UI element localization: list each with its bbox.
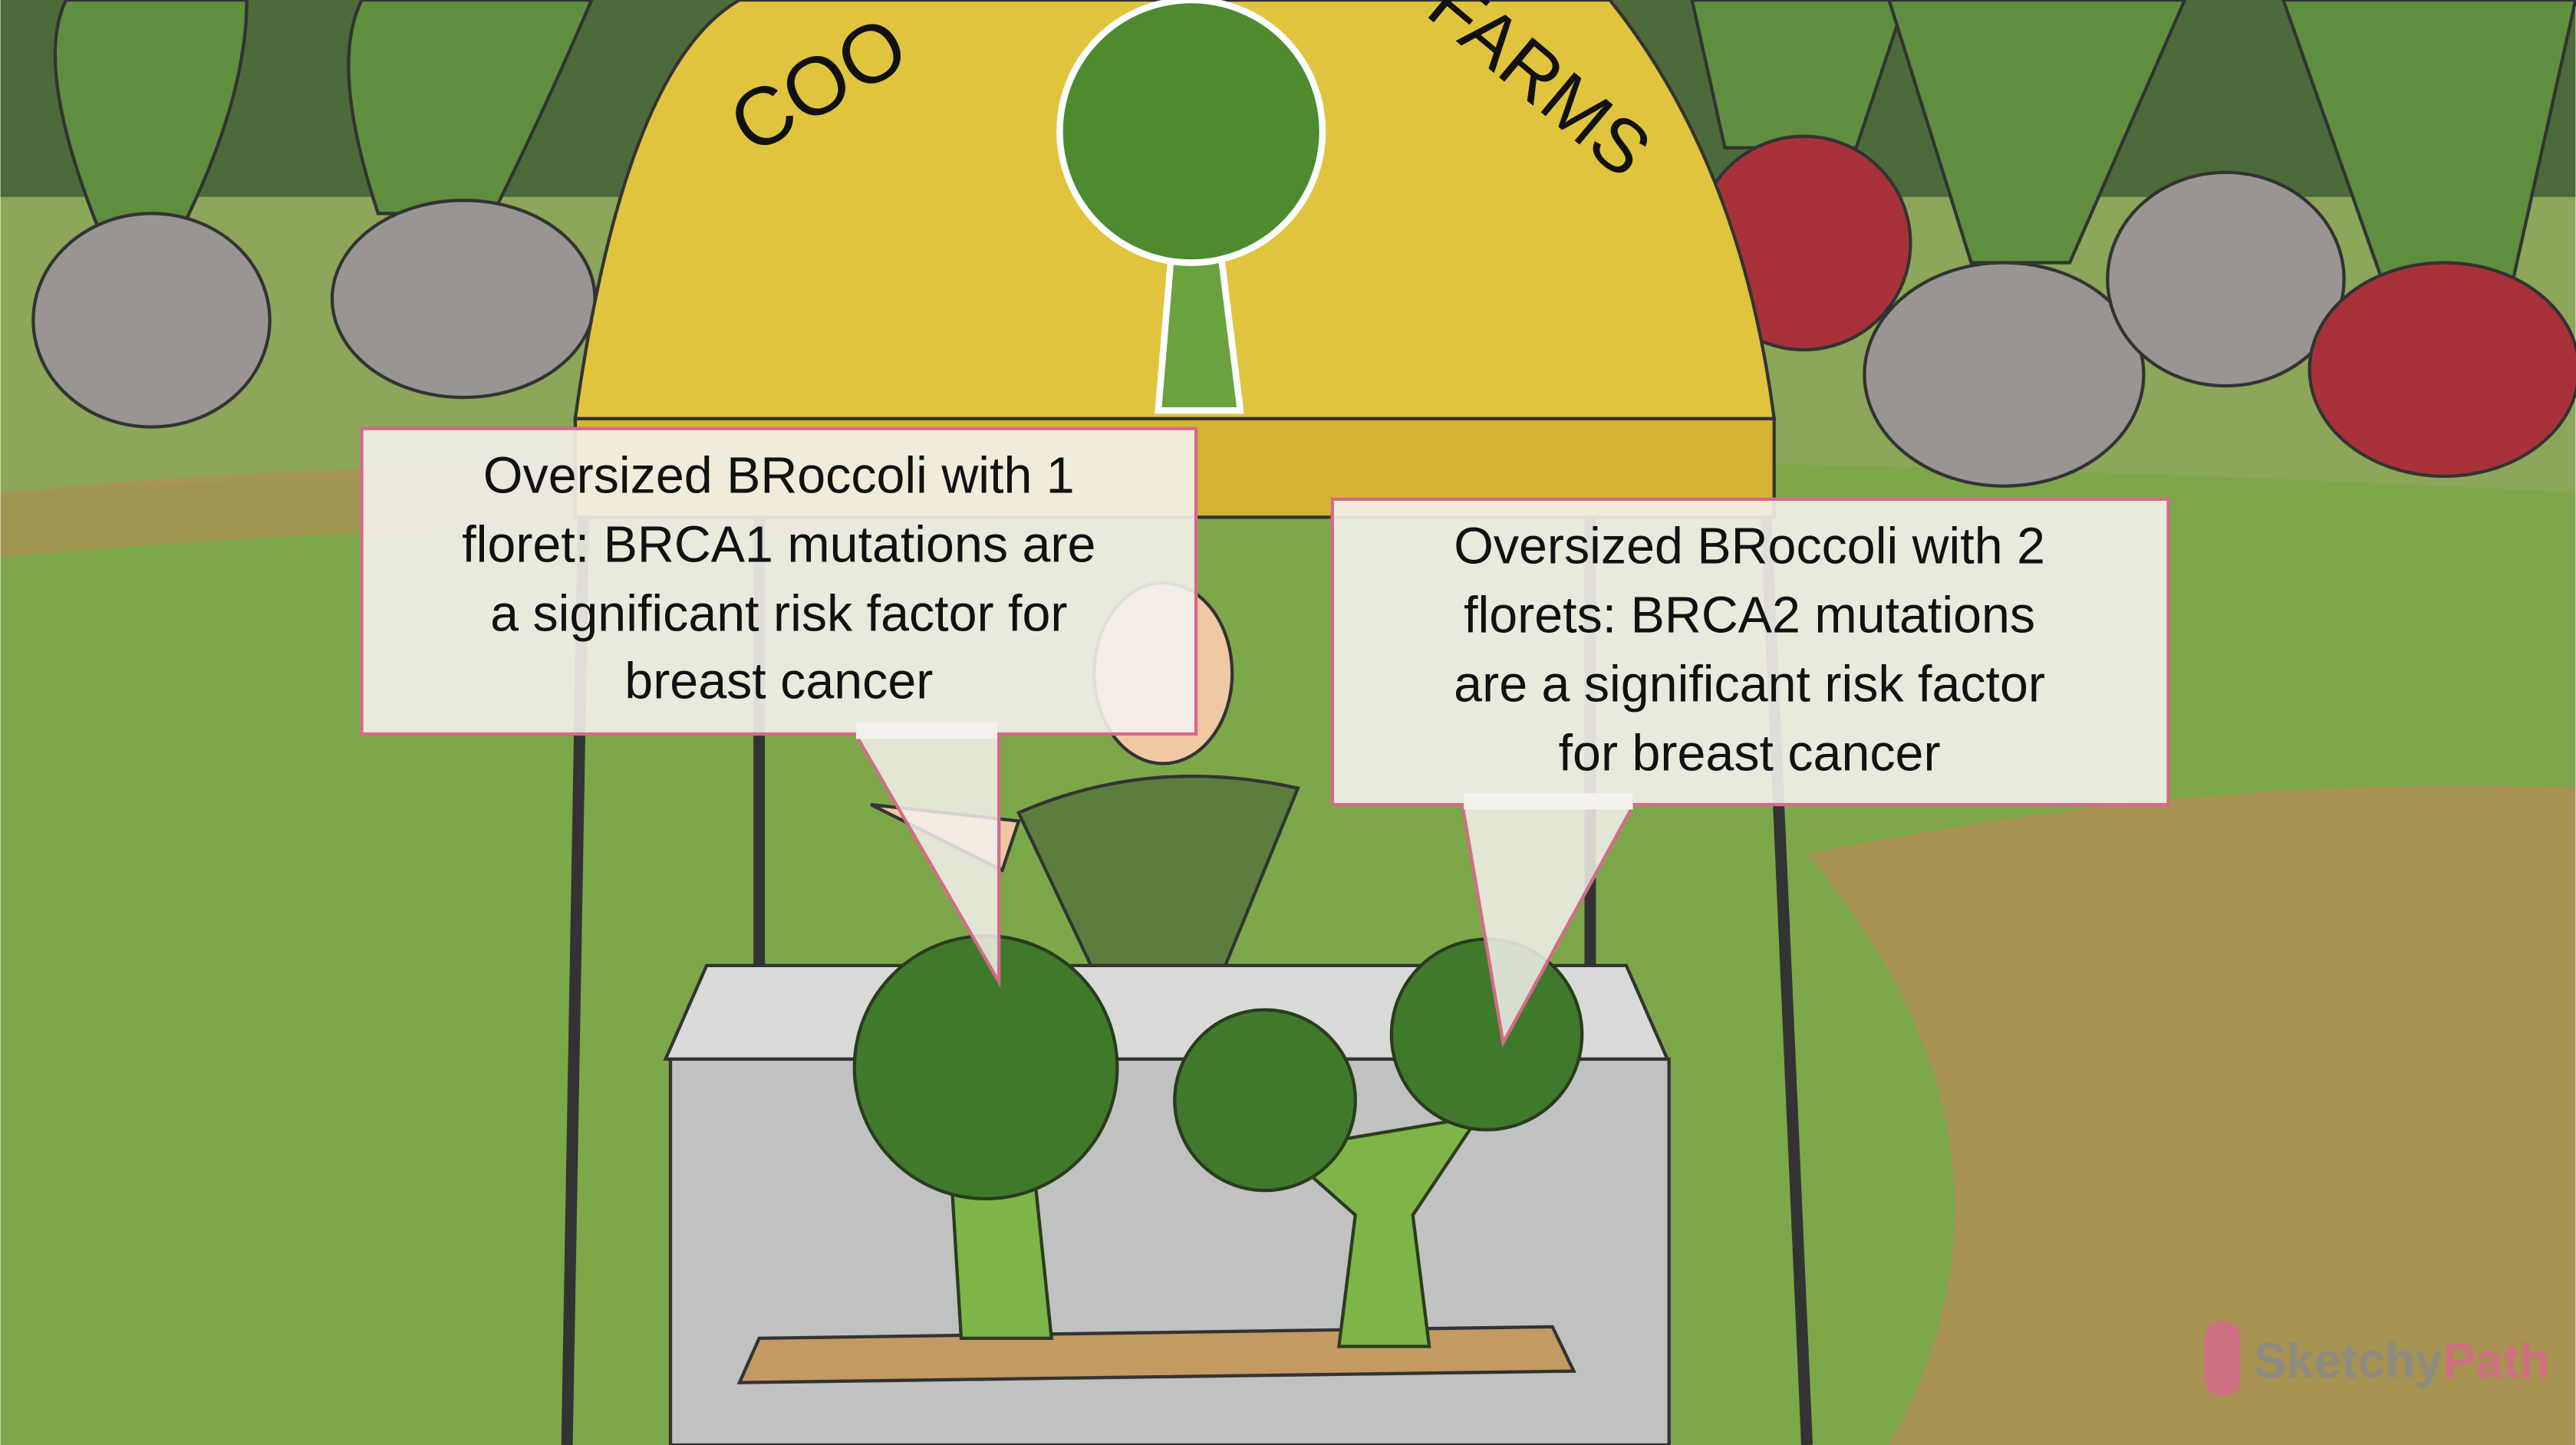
callout-text: Oversized BRoccoli with 1 <box>483 448 1075 505</box>
callout-text: for breast cancer <box>1559 725 1941 782</box>
broccoli-1 <box>852 934 1119 1340</box>
dirt <box>1807 785 2576 1445</box>
logo-brand: Sketchy <box>2254 1333 2443 1388</box>
board <box>736 1325 1576 1384</box>
logo: SketchyPath <box>2204 1322 2549 1396</box>
callout-text: floret: BRCA1 mutations are <box>462 517 1095 574</box>
callout-2: Oversized BRoccoli with 2 florets: BRCA2… <box>1330 497 2170 1048</box>
logo-product: Path <box>2443 1333 2549 1388</box>
callout-text: are a significant risk factor <box>1454 657 2045 713</box>
callout-text: a significant risk factor for <box>490 586 1067 643</box>
callout-1: Oversized BRoccoli with 1 floret: BRCA1 … <box>360 426 1198 989</box>
callout-text: florets: BRCA2 mutations <box>1464 588 2035 644</box>
callout-text: breast cancer <box>624 653 933 709</box>
callout-text: Oversized BRoccoli with 2 <box>1454 518 2045 575</box>
sign-broccoli <box>1056 0 1326 414</box>
broccoli-2 <box>1173 937 1584 1348</box>
svg-text:SketchyPath: SketchyPath <box>2254 1333 2549 1388</box>
